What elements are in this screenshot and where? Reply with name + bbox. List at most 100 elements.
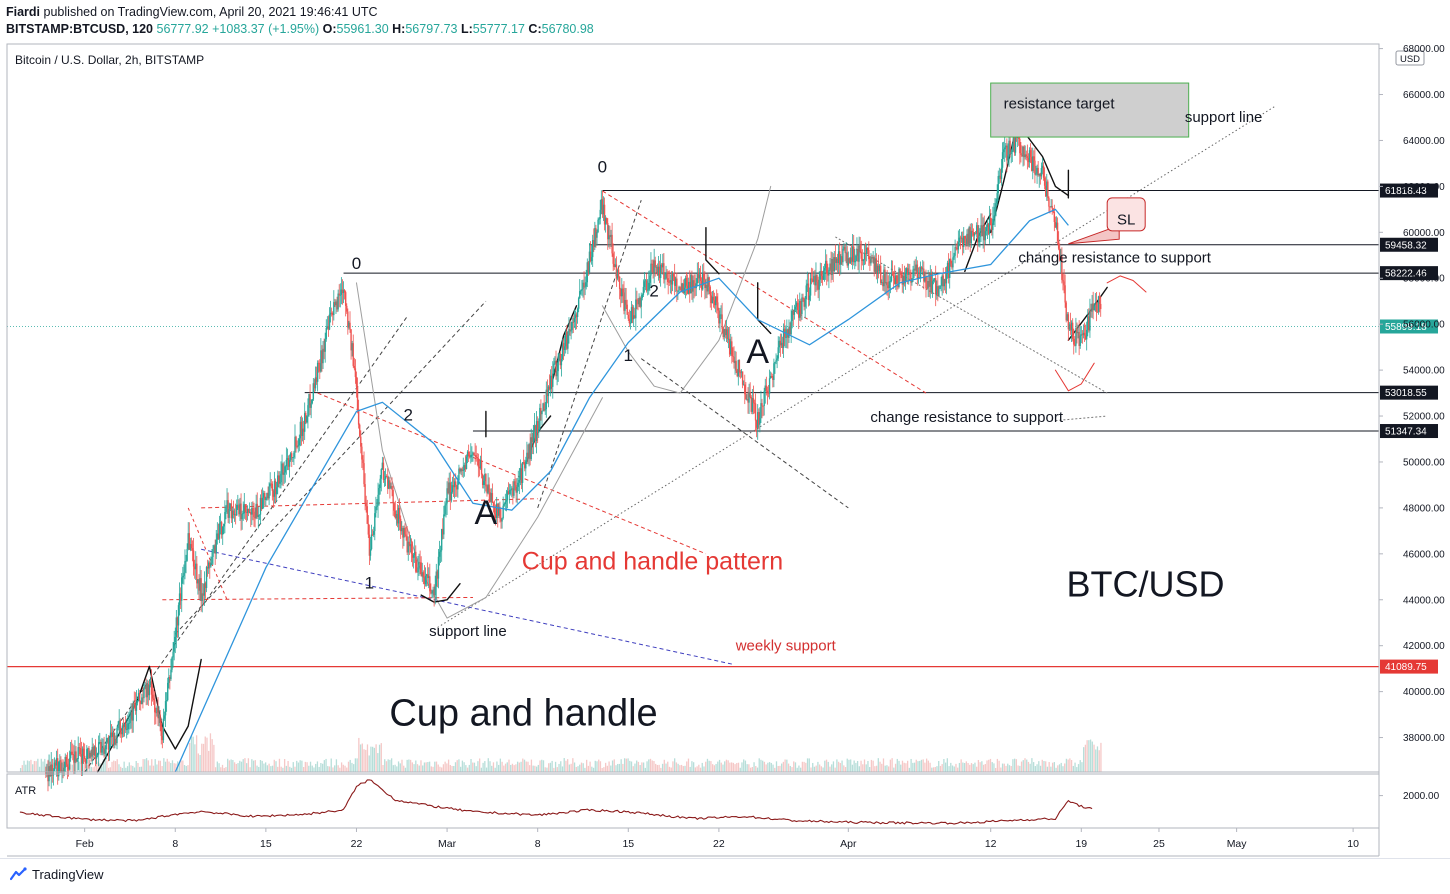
candle-body xyxy=(759,418,760,424)
volume-bar xyxy=(218,763,219,772)
volume-bar xyxy=(265,762,266,772)
volume-bar xyxy=(39,767,40,772)
volume-bar xyxy=(710,761,711,772)
volume-bar xyxy=(583,763,584,772)
volume-bar xyxy=(151,759,152,772)
candle-body xyxy=(502,506,503,518)
volume-bar xyxy=(612,760,613,772)
candle-body xyxy=(900,274,901,275)
volume-bar xyxy=(686,761,687,772)
volume-bar xyxy=(534,766,535,772)
y-tick-label: 68000.00 xyxy=(1403,44,1445,55)
candle-body xyxy=(1054,212,1055,222)
y-tick-label: 46000.00 xyxy=(1403,549,1445,560)
volume-bar xyxy=(672,761,673,772)
volume-bar xyxy=(419,766,420,772)
candle-body xyxy=(129,719,130,723)
candle-body xyxy=(384,479,385,480)
candle-body xyxy=(161,723,162,736)
candle-body xyxy=(583,283,584,288)
volume-bar xyxy=(1050,767,1051,772)
candle-body xyxy=(767,391,768,393)
candle-body xyxy=(686,278,687,286)
volume-bar xyxy=(734,764,735,772)
volume-bar xyxy=(966,761,967,772)
candle-body xyxy=(431,593,432,594)
volume-bar xyxy=(141,767,142,772)
author-name[interactable]: Fiardi xyxy=(6,5,40,19)
volume-bar xyxy=(27,760,28,772)
candle-body xyxy=(794,310,795,315)
volume-bar xyxy=(115,761,116,772)
volume-bar xyxy=(602,768,603,772)
volume-bar xyxy=(705,762,706,772)
candle-body xyxy=(972,231,973,232)
volume-bar xyxy=(591,767,592,772)
volume-bar xyxy=(864,759,865,772)
candle-body xyxy=(1002,152,1003,168)
candle-body xyxy=(1062,280,1063,282)
candle-body xyxy=(893,276,894,278)
volume-bar xyxy=(793,761,794,772)
candle-body xyxy=(763,391,764,406)
candle-body xyxy=(761,403,762,406)
volume-bar xyxy=(148,760,149,772)
volume-bar xyxy=(1024,758,1025,772)
volume-bar xyxy=(598,760,599,772)
candle-body xyxy=(67,765,68,767)
volume-bar xyxy=(187,765,188,772)
candle-body xyxy=(166,700,167,701)
red-arc xyxy=(1107,276,1146,292)
volume-bar xyxy=(992,762,993,772)
volume-bar xyxy=(853,760,854,772)
volume-bar xyxy=(829,767,830,772)
candle-body xyxy=(117,724,118,728)
candle-body xyxy=(625,300,626,305)
candle-body xyxy=(468,452,469,456)
candle-body xyxy=(1009,141,1010,154)
candle-body xyxy=(377,495,378,506)
candle-body xyxy=(1072,323,1073,339)
candle-body xyxy=(721,314,722,328)
candle-body xyxy=(236,505,237,516)
candles xyxy=(45,123,1101,791)
volume-bar xyxy=(921,760,922,772)
candle-body xyxy=(371,535,372,550)
candle-body xyxy=(481,460,482,474)
volume-bar xyxy=(898,761,899,772)
volume-bar xyxy=(885,766,886,772)
candle-body xyxy=(643,287,644,295)
candle-body xyxy=(360,437,361,447)
candle-body xyxy=(909,272,910,273)
volume-bar xyxy=(319,767,320,772)
candle-body xyxy=(72,754,73,755)
volume-bar xyxy=(372,747,373,772)
volume-bar xyxy=(291,768,292,772)
candle-body xyxy=(578,298,579,309)
tradingview-logo[interactable]: TradingView xyxy=(10,867,104,882)
candle-body xyxy=(896,275,897,283)
volume-bar xyxy=(765,764,766,772)
volume-bar xyxy=(194,744,195,772)
candle-body xyxy=(355,368,356,377)
volume-bar xyxy=(860,761,861,772)
volume-bar xyxy=(344,766,345,772)
volume-bar xyxy=(781,764,782,772)
candle-body xyxy=(358,409,359,424)
candle-body xyxy=(596,232,597,238)
volume-bar xyxy=(645,768,646,772)
candle-body xyxy=(753,398,754,403)
volume-bar xyxy=(790,766,791,772)
candle-body xyxy=(86,749,87,764)
volume-bar xyxy=(320,763,321,772)
volume-bar xyxy=(448,760,449,772)
volume-bar xyxy=(724,761,725,772)
volume-bar xyxy=(538,765,539,772)
candle-body xyxy=(216,540,217,554)
volume-bar xyxy=(674,758,675,772)
volume-bar xyxy=(1074,763,1075,772)
volume-bar xyxy=(224,768,225,772)
volume-bar xyxy=(776,761,777,772)
volume-bar xyxy=(791,767,792,772)
